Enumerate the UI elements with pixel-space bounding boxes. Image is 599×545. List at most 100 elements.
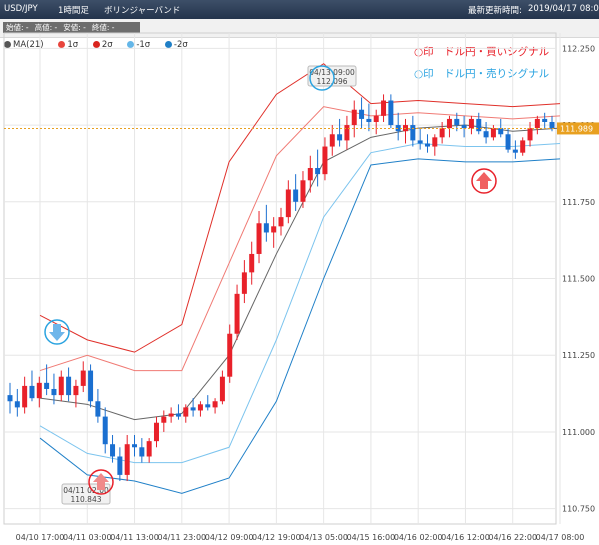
candle-body: [7, 395, 13, 402]
down-arrow-icon: [49, 324, 65, 341]
y-tick-label: 111.250: [562, 351, 595, 360]
band-line--2σ: [39, 158, 561, 494]
legend-ma21-label: MA(21): [13, 40, 44, 50]
candle-body: [315, 168, 321, 175]
callout-box: [307, 65, 357, 87]
y-tick-label: 111.000: [562, 428, 595, 437]
candle-body: [219, 376, 225, 402]
sell-signal-circle: [309, 65, 335, 91]
candle-body: [534, 118, 540, 129]
x-tick-label: 04/16 22:00: [488, 533, 537, 542]
candle-body: [80, 370, 86, 386]
candle-body: [256, 223, 262, 254]
ohlc-values: 始値: - 高値: - 安値: - 終値: -: [3, 22, 140, 33]
x-tick-label: 04/12 19:00: [252, 533, 301, 542]
candle-body: [527, 128, 533, 141]
y-tick-label: 111.750: [562, 198, 595, 207]
x-tick-label: 04/16 02:00: [394, 533, 443, 542]
buy-signal-circle: [88, 469, 114, 495]
candle-body: [395, 125, 401, 132]
candle-body: [58, 376, 64, 396]
up-arrow-icon: [476, 172, 492, 189]
candle-body: [95, 401, 101, 417]
candle-body: [44, 382, 50, 389]
candle-body: [146, 441, 152, 457]
candle-body: [51, 388, 57, 396]
indicator-label: ボリンジャーバンド: [104, 6, 181, 16]
candle-body: [417, 140, 423, 144]
y-tick-label: 112.250: [562, 44, 595, 53]
candle-body: [263, 223, 269, 233]
x-tick-label: 04/11 03:00: [63, 533, 112, 542]
candle-body: [520, 140, 526, 153]
candle-body: [337, 134, 343, 141]
current-price-value: 111.989: [560, 124, 593, 133]
candle-body: [410, 125, 416, 141]
candle-body: [432, 137, 438, 147]
candle-body: [293, 189, 299, 202]
updated-value: 2019/04/17 08:00: [528, 4, 599, 14]
legend-ma21: MA(21): [4, 40, 44, 50]
close-value: 終値: -: [91, 23, 115, 32]
candle-body: [381, 100, 387, 116]
x-tick-label: 04/17 08:00: [536, 533, 585, 542]
candle-body: [512, 149, 518, 153]
band-line-2σ: [39, 63, 561, 353]
candle-body: [22, 385, 28, 408]
candle-body: [29, 385, 35, 399]
candle-body: [117, 456, 123, 475]
legend-minus1sigma: -1σ: [127, 40, 150, 50]
candle-body: [102, 416, 108, 445]
candle-body: [36, 382, 42, 399]
candle-body: [88, 370, 94, 402]
legend-1sigma-label: 1σ: [67, 40, 79, 50]
legend-2sigma-label: 2σ: [101, 40, 113, 50]
candle-body: [73, 385, 79, 396]
y-tick-label: 110.750: [562, 505, 595, 514]
candle-body: [483, 131, 489, 138]
x-tick-label: 04/11 23:00: [157, 533, 206, 542]
x-tick-label: 04/13 05:00: [299, 533, 348, 542]
candle-body: [183, 407, 189, 417]
legend-1sigma-dot: [58, 41, 66, 48]
candle-body: [168, 413, 174, 417]
candle-body: [14, 401, 20, 408]
candle-body: [190, 407, 196, 411]
callout-value: 110.843: [70, 495, 101, 504]
legend-1sigma: 1σ: [58, 40, 78, 50]
candle-body: [175, 413, 181, 417]
title-bar: USD/JPY 1時間足 ボリンジャーバンド 最新更新時間: 2019/04/1…: [0, 0, 599, 19]
candle-body: [110, 444, 116, 457]
candle-body: [424, 143, 430, 147]
candle-body: [439, 128, 445, 138]
x-tick-label: 04/10 17:00: [16, 533, 65, 542]
legend-minus2sigma: -2σ: [164, 40, 188, 50]
legend-2sigma-dot: [92, 41, 100, 48]
candle-body: [542, 118, 548, 122]
callout-time: 04/11 02:00: [63, 486, 109, 495]
candle-body: [153, 422, 159, 442]
candle-body: [505, 134, 511, 150]
candle-body: [161, 416, 167, 423]
candle-body: [351, 109, 357, 126]
candle-body: [307, 168, 313, 181]
candle-body: [468, 118, 474, 129]
buy-signal-note: ○印 ドル円・買いシグナル: [414, 46, 550, 58]
candle-body: [249, 253, 255, 273]
candle-body: [461, 125, 467, 129]
candle-body: [234, 293, 240, 334]
candle-body: [132, 444, 138, 448]
candle-body: [344, 125, 350, 141]
high-value: 高値: -: [34, 23, 58, 32]
buy-signal-circle: [471, 168, 497, 194]
indicator-legend: MA(21) 1σ 2σ -1σ -2σ: [0, 40, 196, 54]
candle-body: [490, 128, 496, 138]
legend-minus1sigma-dot: [127, 41, 135, 48]
candle-body: [227, 333, 233, 377]
current-price-tag: [557, 122, 599, 135]
up-arrow-icon: [93, 473, 109, 490]
y-tick-label: 111.500: [562, 275, 595, 284]
legend-minus1sigma-label: -1σ: [136, 40, 151, 50]
candle-body: [205, 404, 211, 408]
